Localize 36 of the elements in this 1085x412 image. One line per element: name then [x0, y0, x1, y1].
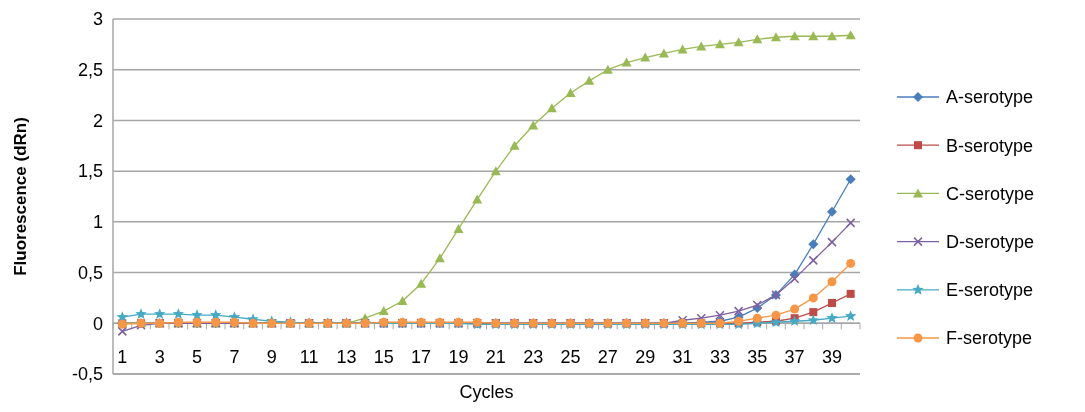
legend-label: F-serotype: [946, 328, 1033, 349]
x-tick-label: 31: [672, 347, 693, 368]
x-axis-title: Cycles: [459, 382, 514, 402]
x-tick-label: 19: [448, 347, 469, 368]
x-tick-label: 29: [635, 347, 656, 368]
x-tick-label: 15: [373, 347, 394, 368]
y-tick-label: 1,5: [77, 161, 103, 182]
y-tick-label: 3: [92, 9, 103, 30]
x-tick-label: 39: [821, 347, 842, 368]
y-tick-label: 2: [92, 110, 103, 131]
legend-label: D-serotype: [946, 231, 1035, 252]
x-tick-label: 27: [597, 347, 618, 368]
y-axis-title: Fluorescence (dRn): [11, 117, 30, 276]
x-tick-label: 21: [485, 347, 506, 368]
y-tick-label: -0,5: [71, 364, 103, 385]
legend-label: B-serotype: [946, 135, 1034, 156]
x-tick-label: 13: [336, 347, 357, 368]
legend-label: A-serotype: [946, 87, 1034, 108]
y-tick-label: 2,5: [77, 60, 103, 81]
x-tick-label: 3: [154, 347, 165, 368]
x-tick-label: 11: [299, 347, 319, 368]
legend-label: E-serotype: [946, 280, 1034, 301]
legend-label: C-serotype: [946, 183, 1035, 204]
x-tick-label: 1: [117, 347, 128, 368]
x-tick-label: 25: [560, 347, 581, 368]
x-tick-label: 5: [192, 347, 203, 368]
x-tick-label: 23: [523, 347, 544, 368]
x-tick-label: 37: [784, 347, 805, 368]
y-tick-label: 1: [92, 212, 103, 233]
x-tick-label: 35: [747, 347, 768, 368]
y-tick-label: 0: [92, 313, 103, 334]
x-tick-label: 17: [411, 347, 432, 368]
y-tick-label: 0,5: [77, 262, 103, 283]
x-tick-label: 9: [266, 347, 277, 368]
x-tick-label: 33: [709, 347, 730, 368]
x-tick-label: 7: [229, 347, 240, 368]
